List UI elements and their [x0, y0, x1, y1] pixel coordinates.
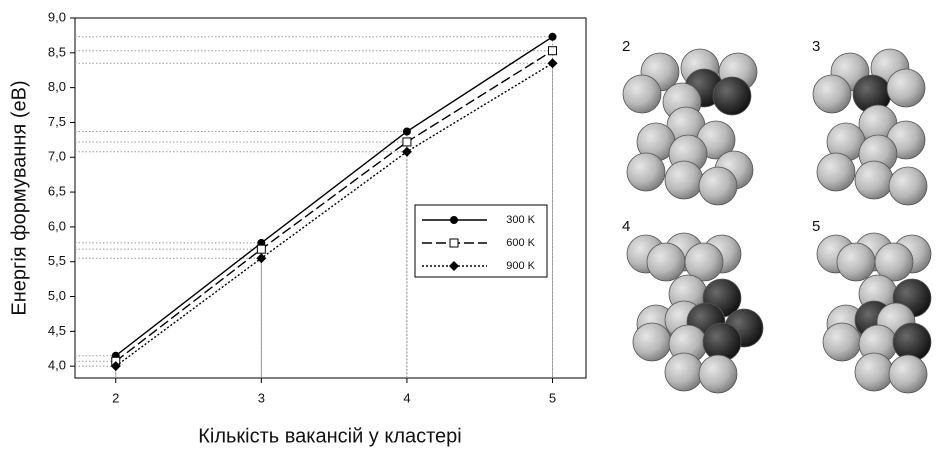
point [547, 58, 558, 69]
legend-marker [449, 261, 459, 271]
atom [684, 242, 724, 282]
cluster-images: 2 3 4 5 [622, 38, 932, 394]
atom [854, 352, 894, 392]
atom [854, 160, 894, 200]
point [402, 137, 412, 147]
point [256, 253, 267, 264]
point [548, 32, 557, 41]
x-tick-label: 4 [403, 390, 410, 405]
point [548, 46, 558, 56]
y-tick-label: 7,0 [48, 149, 66, 164]
cluster: 3 [812, 38, 928, 206]
y-tick-label: 6,0 [48, 218, 66, 233]
atom [622, 74, 662, 114]
atom [822, 322, 862, 362]
legend-label: 900 K [506, 260, 535, 272]
cluster: 5 [812, 218, 932, 394]
legend-box [414, 204, 548, 278]
atom [812, 74, 852, 114]
legend: 300 K 600 K 900 K [414, 204, 548, 278]
y-tick-label: 6,5 [48, 184, 66, 199]
cluster: 2 [622, 38, 758, 206]
atom-vacancy [712, 76, 752, 116]
x-tick-label: 3 [258, 390, 265, 405]
atom [888, 166, 928, 206]
y-tick-label: 8,0 [48, 79, 66, 94]
atom [664, 160, 704, 200]
cluster-label: 4 [622, 218, 630, 235]
atom [646, 242, 686, 282]
atom [698, 354, 738, 394]
y-tick-label: 7,5 [48, 114, 66, 129]
point [401, 146, 412, 157]
cluster-label: 3 [812, 38, 820, 55]
x-tick-label: 2 [112, 390, 119, 405]
point [256, 244, 266, 254]
cluster-label: 5 [812, 218, 820, 235]
series-line [115, 50, 553, 362]
atom [836, 242, 876, 282]
x-axis-title: Кількість вакансій у кластері [198, 425, 462, 447]
y-tick-label: 4,5 [48, 323, 66, 338]
y-tick-label: 8,5 [48, 44, 66, 59]
y-tick-label: 4,0 [48, 358, 66, 373]
point [110, 361, 121, 372]
legend-label: 600 K [506, 237, 535, 249]
cluster-label: 2 [622, 38, 630, 55]
atom [886, 68, 926, 108]
y-tick-label: 5,0 [48, 288, 66, 303]
cluster: 4 [622, 218, 764, 394]
legend-label: 300 K [506, 214, 535, 226]
atom [888, 354, 928, 394]
atom [664, 352, 704, 392]
plot-frame [74, 17, 587, 379]
atom [632, 322, 672, 362]
y-tick-label: 9,0 [48, 9, 66, 24]
atom [626, 152, 666, 192]
atom [874, 242, 914, 282]
point [402, 127, 411, 136]
atom [698, 166, 738, 206]
x-tick-label: 5 [549, 390, 556, 405]
atom [816, 152, 856, 192]
legend-marker [449, 238, 459, 248]
y-tick-label: 5,5 [48, 253, 66, 268]
series-line [115, 36, 553, 357]
legend-marker [450, 216, 458, 224]
y-axis-title: Енергія формування (еВ) [8, 80, 30, 315]
